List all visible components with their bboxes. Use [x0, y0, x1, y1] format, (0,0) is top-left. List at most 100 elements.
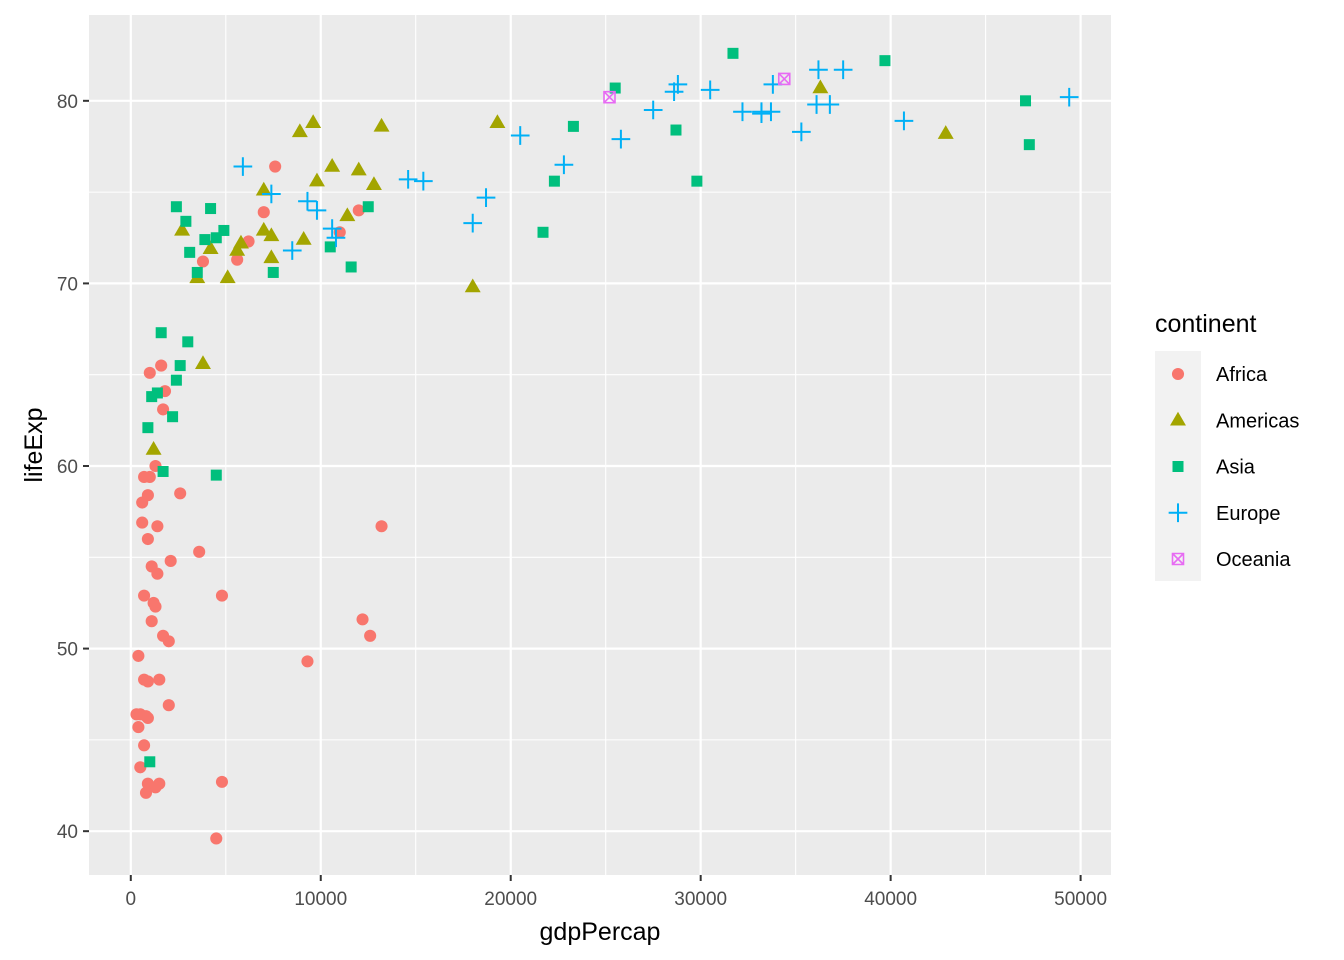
data-point-asia: [151, 387, 163, 399]
data-point-africa: [151, 567, 164, 580]
data-point-europe: [463, 213, 483, 233]
data-point-africa: [356, 613, 369, 626]
data-point-americas: [219, 269, 236, 284]
legend-key-asia: [1172, 461, 1184, 472]
data-point-asia: [345, 261, 357, 273]
x-tick-label: 10000: [294, 889, 347, 910]
y-tick-label: 60: [57, 457, 78, 478]
legend-key-europe: [1168, 503, 1188, 523]
data-point-americas: [339, 207, 356, 222]
data-point-europe: [700, 80, 720, 100]
data-point-americas: [812, 79, 829, 94]
data-point-europe: [413, 171, 433, 191]
data-point-americas: [255, 181, 272, 196]
data-point-africa: [257, 206, 270, 219]
data-point-africa: [174, 487, 187, 500]
data-point-europe: [809, 60, 828, 80]
data-point-asia: [548, 175, 560, 187]
data-point-asia: [205, 203, 217, 215]
x-axis-ticks: 0 10000 20000 30000 40000 50000: [126, 875, 1107, 910]
data-points: [130, 47, 1079, 845]
data-point-africa: [138, 589, 151, 602]
data-point-africa: [364, 629, 377, 642]
data-point-oceania: [777, 72, 791, 86]
data-point-asia: [155, 327, 167, 339]
data-point-americas: [145, 441, 162, 455]
data-point-europe: [322, 219, 342, 238]
y-tick-label: 80: [57, 92, 78, 113]
data-point-africa: [143, 366, 156, 379]
data-point-europe: [554, 155, 574, 175]
data-point-africa: [301, 655, 314, 668]
y-axis-ticks: 40 50 60 70 80: [57, 92, 89, 843]
data-point-asia: [182, 336, 194, 348]
legend: continent Africa Americas Asia Europe Oceani…: [1155, 310, 1299, 581]
plot-panel: [89, 15, 1111, 875]
data-point-americas: [174, 221, 191, 236]
data-point-asia: [1020, 95, 1032, 107]
data-point-africa: [149, 600, 162, 613]
data-point-europe: [894, 111, 914, 131]
data-point-africa: [136, 496, 149, 509]
data-point-europe: [643, 100, 663, 120]
data-point-americas: [937, 125, 954, 139]
legend-label-oceania: Oceania: [1216, 549, 1291, 571]
major-gridlines: [89, 15, 1111, 875]
legend-label-asia: Asia: [1216, 457, 1256, 479]
data-point-africa: [196, 255, 210, 268]
data-point-asia: [142, 422, 154, 434]
data-point-africa: [215, 775, 229, 788]
data-point-americas: [324, 158, 341, 172]
data-point-asia: [157, 465, 169, 477]
legend-label-africa: Africa: [1216, 364, 1268, 386]
x-tick-label: 20000: [484, 889, 537, 910]
data-point-europe: [761, 102, 781, 122]
data-point-africa: [162, 699, 175, 712]
data-point-africa: [375, 520, 388, 533]
data-point-americas: [464, 278, 481, 293]
data-point-asia: [170, 201, 182, 213]
data-point-africa: [132, 721, 145, 734]
data-point-europe: [833, 60, 853, 80]
data-point-europe: [476, 188, 496, 207]
x-tick-label: 0: [126, 889, 137, 910]
data-point-europe: [664, 82, 684, 102]
y-tick-label: 70: [57, 274, 78, 295]
data-point-africa: [210, 832, 223, 845]
data-point-americas: [373, 117, 390, 132]
data-point-oceania: [603, 90, 616, 104]
data-point-europe: [752, 104, 771, 123]
data-point-africa: [157, 403, 170, 416]
data-point-americas: [308, 172, 325, 187]
series-africa: [130, 160, 388, 845]
data-point-americas: [263, 227, 280, 242]
data-point-americas: [229, 242, 246, 256]
legend-label-americas: Americas: [1216, 410, 1299, 432]
data-point-asia: [167, 411, 179, 423]
data-point-asia: [144, 756, 156, 768]
data-point-asia: [180, 215, 192, 227]
data-point-europe: [326, 228, 346, 248]
data-point-asia: [691, 175, 703, 187]
data-point-asia: [670, 124, 682, 136]
data-point-africa: [269, 160, 282, 173]
data-point-europe: [398, 169, 418, 189]
data-point-americas: [305, 114, 322, 128]
data-point-asia: [174, 360, 186, 372]
x-axis-title: gdpPercap: [540, 918, 661, 946]
data-point-asia: [567, 120, 579, 132]
data-point-asia: [210, 469, 222, 481]
x-tick-label: 40000: [864, 889, 917, 910]
data-point-americas: [202, 240, 219, 254]
data-point-asia: [146, 391, 158, 403]
data-point-africa: [162, 635, 175, 648]
data-point-africa: [141, 675, 154, 688]
data-point-africa: [153, 673, 166, 686]
data-point-asia: [210, 232, 222, 244]
data-point-asia: [170, 374, 182, 386]
data-point-europe: [233, 157, 253, 176]
data-point-europe: [733, 102, 752, 122]
data-point-africa: [164, 554, 177, 567]
data-point-africa: [145, 615, 158, 628]
